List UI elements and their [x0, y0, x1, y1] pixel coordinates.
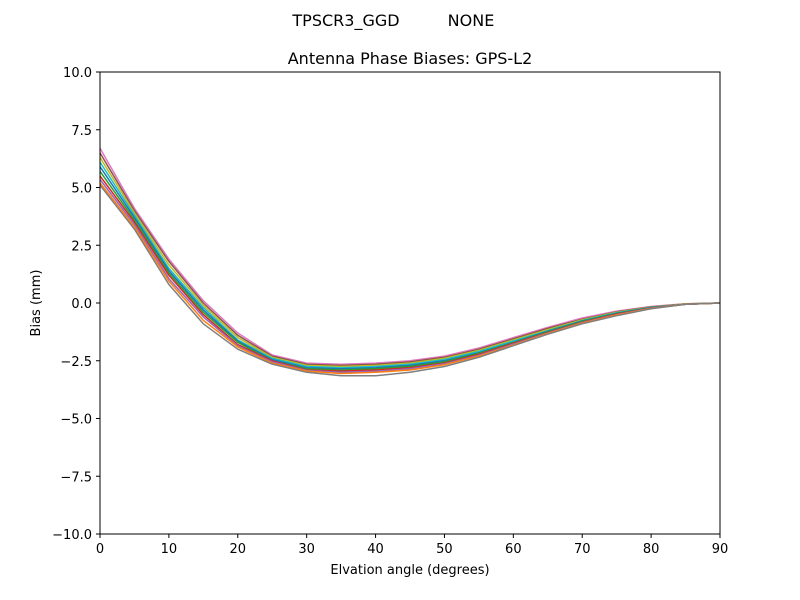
x-axis-label: Elvation angle (degrees) — [330, 563, 489, 578]
y-tick-label: 10.0 — [63, 66, 92, 81]
y-tick-label: 2.5 — [71, 239, 92, 254]
y-tick-label: 0.0 — [71, 297, 92, 312]
x-tick-label: 30 — [298, 542, 315, 557]
x-tick-label: 90 — [712, 542, 729, 557]
y-tick-label: −5.0 — [60, 413, 92, 428]
x-tick-label: 10 — [161, 542, 178, 557]
x-tick-label: 70 — [574, 542, 591, 557]
y-axis-ticks: 10.0 7.5 5.0 2.5 0.0 −2.5 −5.0 −7.5 −10.0 — [52, 66, 100, 543]
y-tick-label: 7.5 — [71, 124, 92, 139]
x-tick-label: 0 — [96, 542, 104, 557]
x-axis-ticks: 0 10 20 30 40 50 60 70 80 90 — [96, 534, 728, 557]
suptitle-antenna: TPSCR3_GGD — [291, 11, 399, 31]
x-tick-label: 80 — [643, 542, 660, 557]
y-tick-label: −2.5 — [60, 355, 92, 370]
x-tick-label: 20 — [230, 542, 247, 557]
suptitle-radome: NONE — [448, 11, 495, 30]
y-tick-label: −10.0 — [52, 528, 92, 543]
x-tick-label: 40 — [367, 542, 384, 557]
y-tick-label: −7.5 — [60, 470, 92, 485]
chart-title: Antenna Phase Biases: GPS-L2 — [288, 49, 533, 68]
x-tick-label: 60 — [505, 542, 522, 557]
y-tick-label: 5.0 — [71, 182, 92, 197]
series-line-9 — [99, 184, 721, 377]
y-axis-label: Bias (mm) — [29, 270, 44, 337]
plot-lines — [99, 147, 721, 377]
x-tick-label: 50 — [436, 542, 453, 557]
